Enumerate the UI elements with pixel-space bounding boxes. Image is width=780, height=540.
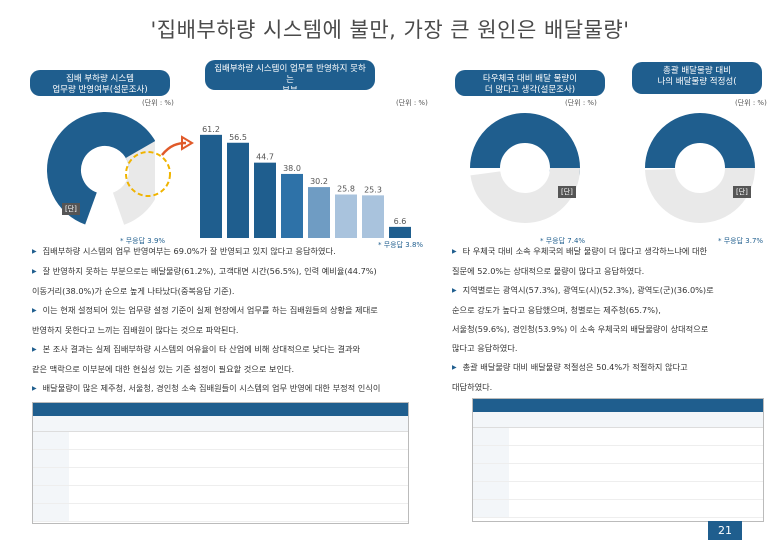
unit-label-1: (단위 : %) [142, 99, 174, 107]
donut-1-segment-dark [47, 112, 155, 228]
donut-4-segment-light [645, 113, 755, 223]
bar-value-label: 44.7 [256, 153, 274, 162]
paragraph-line: 같은 맥락으로 이부분에 대한 현실성 있는 기준 설정이 필요할 것으로 보인… [32, 364, 295, 374]
left-paragraph: 집배부하량 시스템의 업무 반영여부는 69.0%가 잘 반영되고 있지 않다고… [32, 242, 442, 418]
bar-value-label: 25.3 [364, 185, 382, 194]
paragraph-line: 집배부하량 시스템의 업무 반영여부는 69.0%가 잘 반영되고 있지 않다고… [32, 242, 442, 262]
donut-chart-1 [46, 112, 155, 228]
bar-value-label: 56.5 [229, 133, 247, 142]
bar-1 [227, 142, 249, 238]
paragraph-line: 잘 반영하지 못하는 부분으로는 배달물량(61.2%), 고객대면 시간(56… [32, 262, 442, 282]
panel-header-3: 타우체국 대비 배달 물량이 더 많다고 생각(설문조사) [455, 70, 605, 96]
bar-0 [200, 134, 222, 238]
bar-value-label: 6.6 [394, 217, 407, 226]
left-data-table: ​ [32, 402, 409, 524]
paragraph-line: 서울청(59.6%), 경인청(53.9%) 이 소속 우체국의 배달물량이 상… [452, 324, 709, 334]
paragraph-line: 총괄 배달물량 대비 배달물량 적절성은 50.4%가 적절하지 않다고 [452, 358, 772, 378]
page-title: '집배부하량 시스템에 불만, 가장 큰 원인은 배달물량' [150, 18, 630, 42]
arrow-right-icon [161, 135, 194, 156]
bar-6 [362, 195, 384, 238]
paragraph-line: 본 조사 결과는 실제 집배부하량 시스템의 여유율이 타 산업에 비해 상대적… [32, 340, 442, 360]
panel-header-4: 총괄 배달물량 대비 나의 배달물량 적정성( [632, 62, 762, 94]
paragraph-line: 이는 현재 설정되어 있는 업무량 설정 기준이 실제 현장에서 업무를 하는 … [32, 301, 442, 321]
left-table-caption: ​ [33, 403, 408, 416]
donut-3-segment-light [470, 113, 580, 223]
paragraph-line: 지역별로는 광역시(57.3%), 광역도(시)(52.3%), 광역도(군)(… [452, 281, 772, 301]
bar-value-label: 61.2 [202, 125, 220, 134]
paragraph-line: 대답하였다. [452, 382, 493, 392]
panel-note-4: * 무응답 3.7% [718, 237, 764, 245]
donut-1-badge: [단] [62, 203, 80, 215]
paragraph-line: 순으로 강도가 높다고 응답했으며, 청별로는 제주청(65.7%), [452, 305, 661, 315]
donut-chart-3 [470, 113, 580, 223]
bar-chart: 61.2 56.5 44.7 38.0 30.2 25.8 25.3 6.6 [200, 125, 411, 238]
right-table-grid [473, 412, 763, 518]
donut-4-badge: [단] [733, 186, 751, 198]
donut-3-badge: [단] [558, 186, 576, 198]
bar-3 [281, 173, 303, 238]
bar-value-label: 38.0 [283, 164, 301, 173]
paragraph-line: 질문에 52.0%는 상대적으로 물량이 많다고 응답하였다. [452, 266, 645, 276]
paragraph-line: 많다고 응답하였다. [452, 343, 518, 353]
bar-value-label: 25.8 [337, 185, 355, 194]
paragraph-line: 배달물량이 많은 제주청, 서울청, 경인청 소속 집배원들이 시스템의 업무 … [32, 379, 442, 399]
paragraph-line: 이동거리(38.0%)가 순으로 높게 나타났다(중복응답 기준). [32, 286, 235, 296]
panel-note-1: * 무응답 3.9% [120, 237, 166, 245]
paragraph-line: 타 우체국 대비 소속 우체국의 배달 물량이 더 많다고 생각하느냐에 대한 [452, 242, 772, 262]
right-table-caption: ​ [473, 399, 763, 412]
panel-header-2: 집배부하량 시스템이 업무를 반영하지 못하는 부분 [205, 60, 375, 90]
donut-chart-4 [645, 113, 755, 223]
right-data-table: ​ [472, 398, 764, 522]
highlight-circle [125, 151, 171, 197]
unit-label-4: (단위 : %) [735, 99, 767, 107]
page-number: 21 [708, 521, 742, 540]
panel-note-3: * 무응답 7.4% [540, 237, 586, 245]
bar-7 [389, 226, 411, 238]
paragraph-line: 반영하지 못한다고 느끼는 집배원이 많다는 것으로 파악된다. [32, 325, 239, 335]
panel-header-1: 집배 부하량 시스템 업무량 반영여부(설문조사) [30, 70, 170, 96]
unit-label-2: (단위 : %) [396, 99, 428, 107]
bar-2 [254, 162, 276, 238]
bar-5 [335, 194, 357, 238]
left-table-grid [33, 416, 408, 522]
unit-label-3: (단위 : %) [565, 99, 597, 107]
right-paragraph: 타 우체국 대비 소속 우체국의 배달 물량이 더 많다고 생각하느냐에 대한질… [452, 242, 772, 397]
bar-4 [308, 187, 330, 238]
bar-value-label: 30.2 [310, 177, 328, 186]
